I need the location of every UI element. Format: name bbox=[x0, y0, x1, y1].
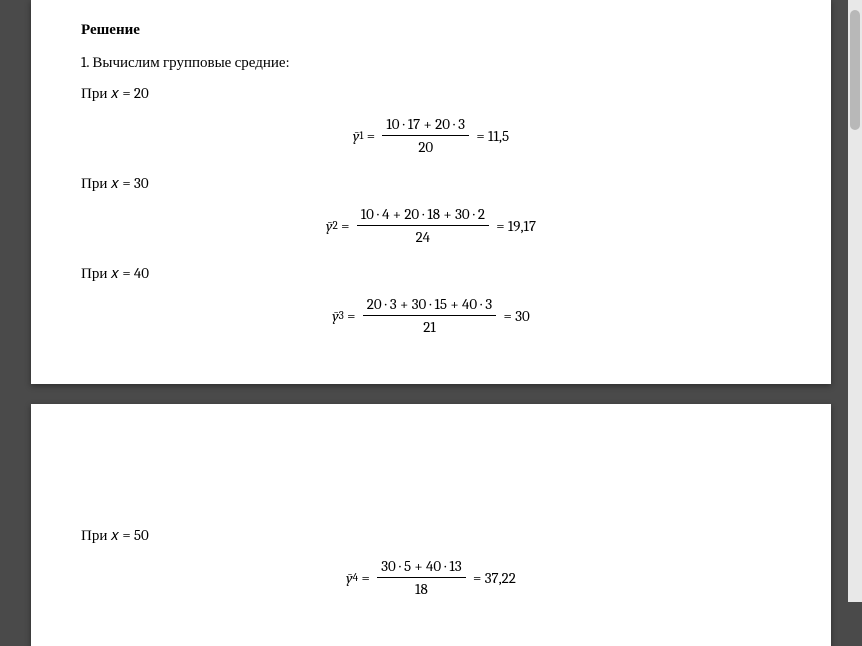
result: 37,22 bbox=[485, 569, 516, 587]
when-x-50: При 𝑥 = 50 bbox=[81, 526, 781, 545]
equation-y1: ȳ1 = 10 · 17 + 20 · 3 20 = 11,5 bbox=[81, 115, 781, 156]
equation-y4: ȳ4 = 30 · 5 + 40 · 13 18 = 37,22 bbox=[81, 557, 781, 598]
intro-text: 1. Вычислим групповые средние: bbox=[81, 53, 781, 72]
scrollbar[interactable] bbox=[848, 0, 862, 602]
page-2: При 𝑥 = 50 ȳ4 = 30 · 5 + 40 · 13 18 = 37… bbox=[31, 404, 831, 646]
equation-y3: ȳ3 = 20 · 3 + 30 · 15 + 40 · 3 21 = 30 bbox=[81, 295, 781, 336]
equals-sign-2: = bbox=[500, 307, 515, 325]
numerator: 10 · 4 + 20 · 18 + 30 · 2 bbox=[357, 205, 489, 226]
equals-sign: = bbox=[344, 307, 359, 325]
result: 19,17 bbox=[508, 217, 536, 235]
equation-y2: ȳ2 = 10 · 4 + 20 · 18 + 30 · 2 24 = 19,1… bbox=[81, 205, 781, 246]
when-x-40: При 𝑥 = 40 bbox=[81, 264, 781, 283]
ybar-symbol: ȳ bbox=[326, 217, 332, 235]
fraction: 10 · 17 + 20 · 3 20 bbox=[382, 115, 469, 156]
when-x-20: При 𝑥 = 20 bbox=[81, 84, 781, 103]
section-heading: Решение bbox=[81, 20, 781, 39]
equals-sign-2: = bbox=[473, 127, 488, 145]
fraction: 30 · 5 + 40 · 13 18 bbox=[377, 557, 466, 598]
numerator: 10 · 17 + 20 · 3 bbox=[382, 115, 469, 136]
denominator: 20 bbox=[382, 136, 469, 156]
scrollbar-thumb[interactable] bbox=[850, 10, 860, 130]
equals-sign: = bbox=[363, 127, 378, 145]
denominator: 24 bbox=[357, 226, 489, 246]
ybar-symbol: ȳ bbox=[353, 127, 359, 145]
equals-sign-2: = bbox=[470, 569, 485, 587]
equals-sign: = bbox=[338, 217, 353, 235]
fraction: 10 · 4 + 20 · 18 + 30 · 2 24 bbox=[357, 205, 489, 246]
fraction: 20 · 3 + 30 · 15 + 40 · 3 21 bbox=[363, 295, 496, 336]
denominator: 18 bbox=[377, 578, 466, 598]
ybar-symbol: ȳ bbox=[332, 307, 338, 325]
numerator: 20 · 3 + 30 · 15 + 40 · 3 bbox=[363, 295, 496, 316]
numerator: 30 · 5 + 40 · 13 bbox=[377, 557, 466, 578]
denominator: 21 bbox=[363, 316, 496, 336]
result: 11,5 bbox=[488, 127, 509, 145]
when-x-30: При 𝑥 = 30 bbox=[81, 174, 781, 193]
equals-sign-2: = bbox=[493, 217, 508, 235]
page-1: Решение 1. Вычислим групповые средние: П… bbox=[31, 0, 831, 384]
ybar-symbol: ȳ bbox=[346, 569, 352, 587]
equals-sign: = bbox=[358, 569, 373, 587]
result: 30 bbox=[515, 307, 530, 325]
